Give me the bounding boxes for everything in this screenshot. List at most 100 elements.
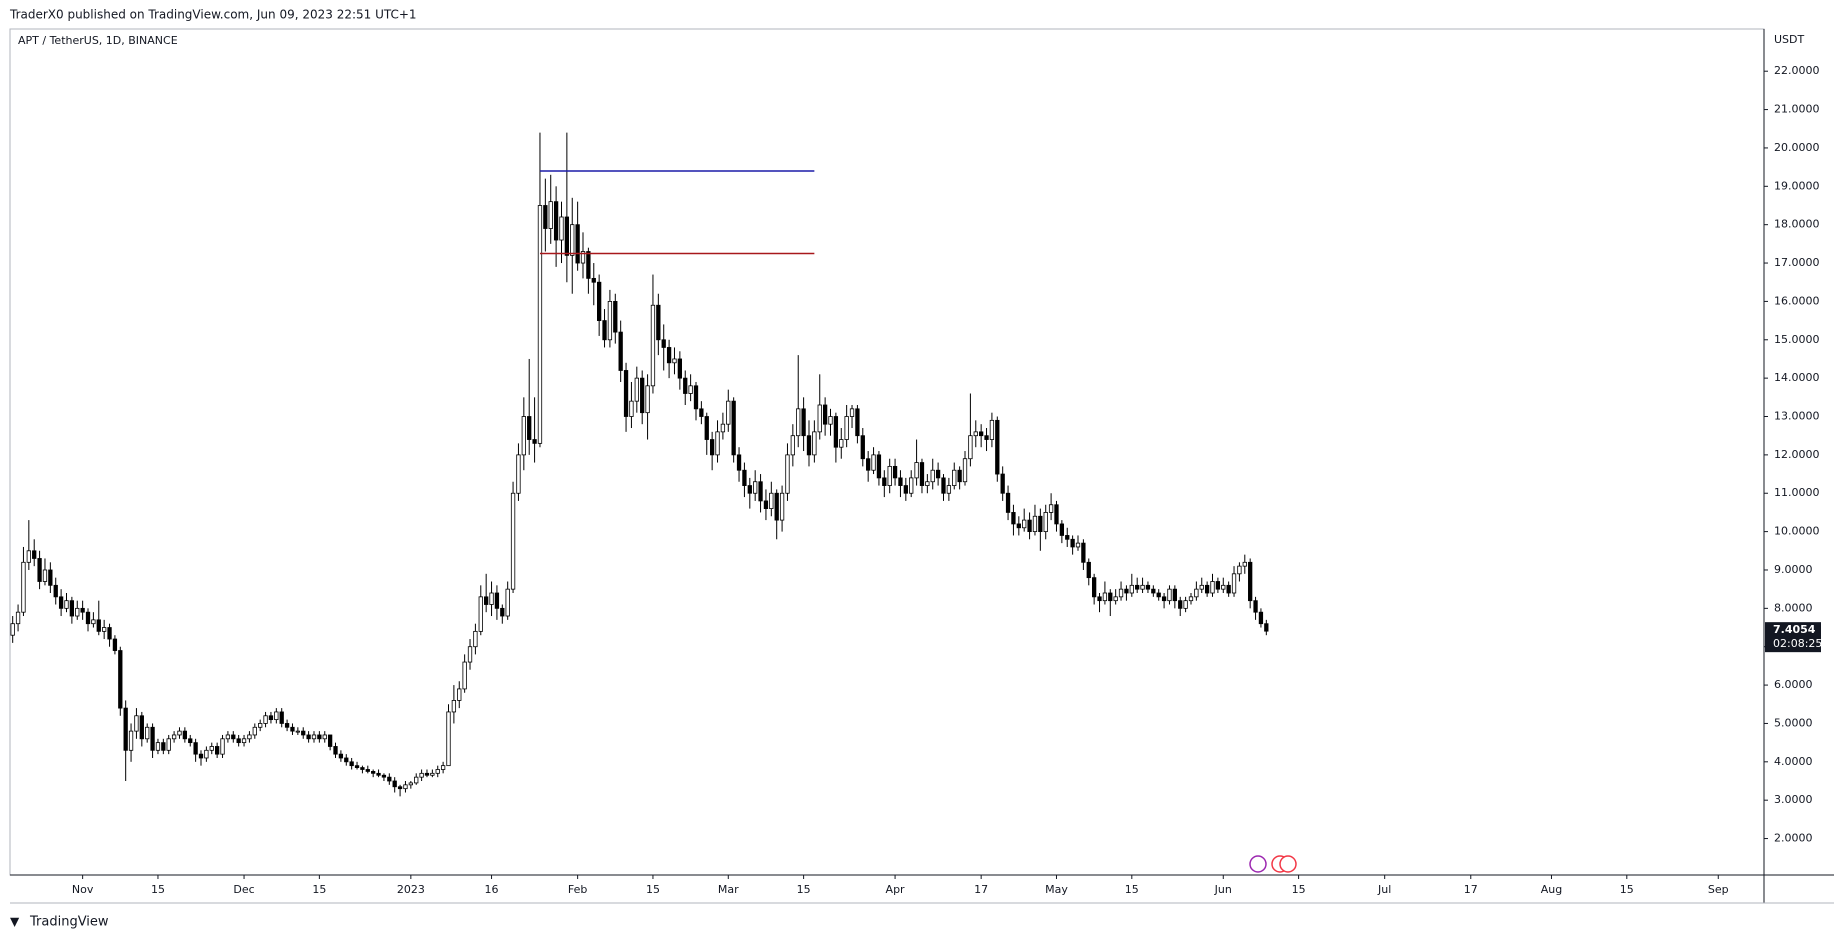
candle-body xyxy=(376,772,381,776)
x-tick-label: Jun xyxy=(1214,883,1232,896)
candle-body xyxy=(322,734,327,740)
x-tick-label: Mar xyxy=(718,883,739,896)
candle-body xyxy=(198,753,204,759)
candle-body xyxy=(64,600,69,609)
candle-body xyxy=(150,726,155,751)
candle-body xyxy=(214,746,220,755)
y-axis-label: USDT xyxy=(1774,33,1805,46)
x-tick-label: May xyxy=(1045,883,1068,896)
candle-body xyxy=(586,251,591,279)
candle-body xyxy=(618,331,623,371)
candle-body xyxy=(925,481,930,486)
candle-body xyxy=(295,730,300,733)
candle-body xyxy=(1183,600,1188,609)
candle-body xyxy=(145,726,150,740)
candle-body xyxy=(311,734,317,740)
candle-body xyxy=(1135,584,1140,590)
candle-body xyxy=(1043,512,1048,533)
candle-body xyxy=(1194,588,1199,598)
candle-body xyxy=(1242,561,1247,567)
candle-body xyxy=(952,469,957,486)
candle-body xyxy=(876,454,882,479)
candle-body xyxy=(833,416,839,448)
x-tick-label: 15 xyxy=(797,883,811,896)
x-tick-label: 15 xyxy=(1125,883,1139,896)
candle-body xyxy=(817,404,822,433)
candle-body xyxy=(1065,535,1070,540)
candle-body xyxy=(527,416,532,440)
candle-body xyxy=(188,738,193,744)
candle-body xyxy=(1070,538,1075,548)
candle-body xyxy=(1226,584,1231,594)
candle-body xyxy=(365,769,370,772)
candle-body xyxy=(640,377,645,414)
candle-body xyxy=(333,746,338,755)
candle-body xyxy=(602,320,607,341)
candle-body xyxy=(699,408,704,417)
candle-body xyxy=(494,592,500,609)
candle-body xyxy=(537,205,543,444)
candle-body xyxy=(946,485,952,494)
candle-body xyxy=(392,780,397,788)
candle-body xyxy=(279,711,284,724)
candle-body xyxy=(1054,504,1059,525)
chart-title: APT / TetherUS, 1D, BINANCE xyxy=(18,34,178,47)
y-tick-label: 18.0000 xyxy=(1774,218,1820,231)
candle-body xyxy=(123,707,128,751)
candle-body xyxy=(790,435,795,456)
candle-body xyxy=(102,627,107,632)
y-tick-label: 22.0000 xyxy=(1774,64,1820,77)
candle-body xyxy=(231,734,236,740)
candle-body xyxy=(128,730,134,751)
candle-body xyxy=(866,458,871,471)
y-tick-label: 2.0000 xyxy=(1774,832,1813,845)
candle-body xyxy=(1032,515,1038,533)
x-tick-label: 15 xyxy=(151,883,165,896)
candle-body xyxy=(634,377,639,402)
candle-body xyxy=(360,767,365,770)
candle-body xyxy=(1097,596,1102,602)
candle-body xyxy=(96,619,101,632)
countdown-label: 02:08:25 xyxy=(1773,637,1822,650)
x-tick-label: Sep xyxy=(1708,883,1729,896)
candle-body xyxy=(941,477,946,494)
x-tick-label: 15 xyxy=(312,883,326,896)
x-tick-label: 2023 xyxy=(397,883,425,896)
candle-body xyxy=(419,772,424,778)
candle-body xyxy=(1178,600,1183,609)
candle-body xyxy=(553,201,559,241)
candle-body xyxy=(1258,611,1264,625)
candle-body xyxy=(161,742,166,751)
candle-body xyxy=(1156,592,1161,598)
x-tick-label: 17 xyxy=(974,883,988,896)
candle-body xyxy=(666,347,672,364)
candle-body xyxy=(408,782,413,786)
candle-body xyxy=(1038,515,1043,533)
candle-body xyxy=(177,730,182,736)
candle-body xyxy=(467,646,473,663)
candle-body xyxy=(21,561,26,613)
candle-body xyxy=(1215,581,1221,590)
candle-body xyxy=(349,761,354,767)
y-tick-label: 20.0000 xyxy=(1774,141,1820,154)
candle-body xyxy=(1086,561,1091,579)
candle-body xyxy=(796,408,801,437)
candle-body xyxy=(570,224,575,256)
candle-body xyxy=(182,730,188,740)
candle-body xyxy=(720,423,726,433)
candle-body xyxy=(258,723,263,728)
candle-body xyxy=(107,627,112,640)
candle-body xyxy=(1022,519,1027,529)
icon xyxy=(1279,855,1297,873)
candle-body xyxy=(1199,584,1204,590)
candle-body xyxy=(575,224,580,264)
candle-body xyxy=(559,216,564,241)
y-tick-label: 11.0000 xyxy=(1774,486,1820,499)
candle-body xyxy=(284,723,290,728)
x-tick-label: Aug xyxy=(1541,883,1562,896)
candle-body xyxy=(204,749,209,759)
candle-body xyxy=(1108,592,1113,602)
candle-body xyxy=(548,201,553,229)
x-tick-label: 15 xyxy=(1292,883,1306,896)
